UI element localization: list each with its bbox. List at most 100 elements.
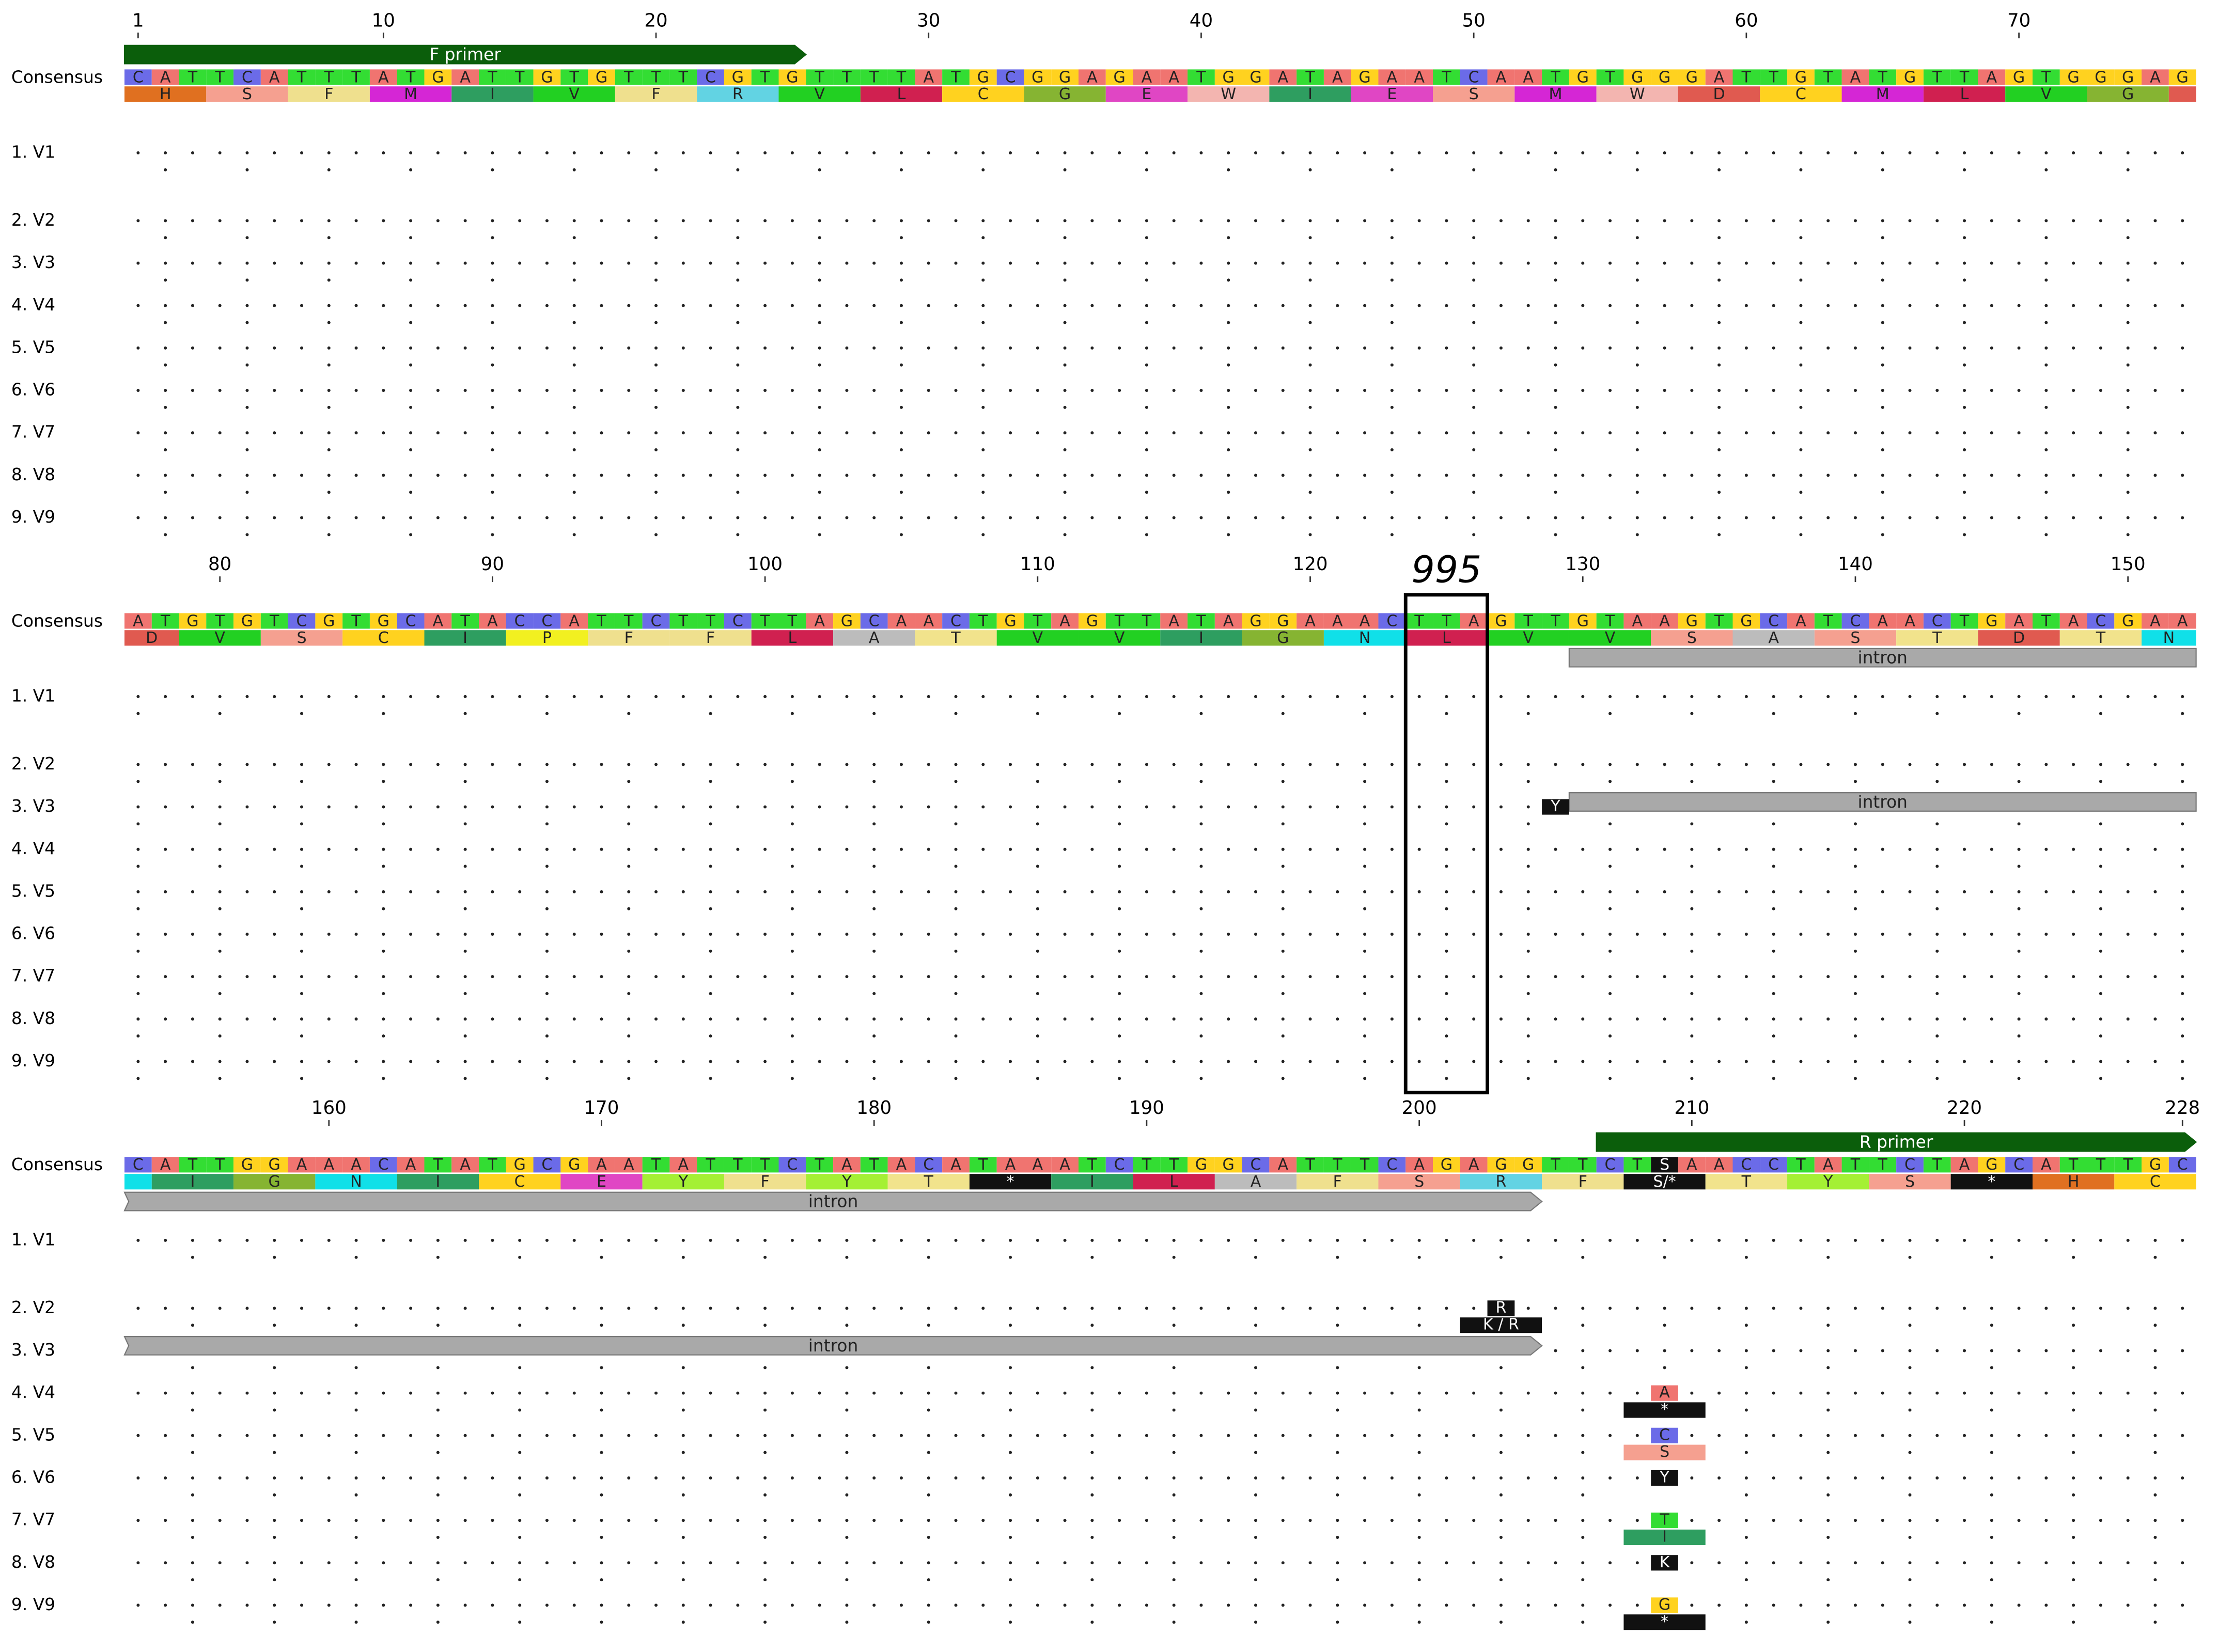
match-dot [1935,1349,1939,1352]
match-dot [436,1408,440,1412]
match-dot [872,1519,876,1522]
amino-acid-letter: T [1741,1173,1752,1191]
match-dot [1445,474,1448,477]
match-dot [681,1519,685,1522]
match-dot [1826,975,1830,979]
match-dot [600,695,603,698]
base [424,1157,452,1173]
ruler-label: 190 [1129,1097,1164,1119]
match-dot [872,389,876,392]
match-dot [191,304,194,307]
base [479,1157,506,1173]
match-dot [654,533,658,537]
match-dot [872,822,876,826]
base-letter: G [1358,68,1370,86]
match-dot [1690,1603,1694,1607]
match-dot [709,975,712,979]
amino-acid-letter: L [788,629,796,647]
match-dot [382,261,385,265]
match-dot [218,712,222,715]
match-dot [1336,1391,1339,1395]
match-dot [654,1434,658,1437]
base [642,1157,670,1173]
match-dot [2072,975,2075,979]
match-dot [572,236,576,240]
match-dot [2072,261,2075,265]
base [1569,69,1597,85]
match-dot [1744,1060,1748,1063]
match-dot [572,389,576,392]
match-dot [1009,695,1012,698]
base [1160,1157,1188,1173]
base-letter: G [432,68,444,86]
match-dot [845,1060,849,1063]
match-dot [654,1519,658,1522]
match-dot [1172,1391,1176,1395]
match-dot [518,1060,522,1063]
amino-acid [1841,86,1924,102]
match-dot [1417,516,1421,520]
match-dot [1717,1434,1721,1437]
amino-acid-letter: S [296,629,306,647]
match-dot [1281,346,1285,350]
match-dot [763,695,767,698]
base [669,613,697,629]
match-dot [1063,1434,1067,1437]
match-dot [1172,219,1176,223]
match-dot [1526,346,1530,350]
match-dot [1635,1307,1639,1310]
match-dot [1227,151,1230,154]
match-dot [1009,1324,1012,1327]
base-letter: C [1768,1156,1779,1174]
match-dot [1009,1017,1012,1021]
amino-acid [1950,1174,2033,1190]
match-dot [1881,763,1884,766]
match-dot [2153,1561,2157,1565]
amino-acid [151,1174,234,1190]
match-dot [654,389,658,392]
match-dot [545,1017,549,1021]
match-dot [1526,219,1530,223]
base [397,613,425,629]
match-dot [954,1561,958,1565]
match-dot [736,219,740,223]
match-dot [927,1451,930,1454]
match-dot [136,1017,140,1021]
match-dot [382,822,385,826]
match-dot [1308,890,1312,893]
match-dot [2181,695,2184,698]
match-dot [1908,474,1912,477]
match-dot [1445,890,1448,893]
match-dot [1172,975,1176,979]
match-dot [1063,321,1067,324]
match-dot [1635,975,1639,979]
match-dot [354,1255,358,1259]
match-dot [273,1366,276,1370]
match-dot [1772,780,1775,783]
match-dot [954,975,958,979]
match-dot [1227,389,1230,392]
base [860,613,888,629]
base [479,69,506,85]
match-dot [1744,1603,1748,1607]
base-letter: C [541,1156,552,1174]
match-dot [1853,780,1857,783]
match-dot [927,805,930,809]
base-letter: A [1223,612,1234,630]
match-dot [1472,1476,1476,1480]
match-dot [463,864,467,868]
match-dot [763,1603,767,1607]
match-dot [736,304,740,307]
match-dot [463,763,467,766]
match-dot [1472,363,1476,367]
match-dot [627,1603,631,1607]
match-dot [1172,261,1176,265]
base-letter: G [1113,68,1125,86]
amino-acid [1024,86,1106,102]
match-dot [845,431,849,435]
match-dot [1009,847,1012,851]
base [2059,1157,2087,1173]
match-dot [1608,1349,1612,1352]
match-dot [1472,346,1476,350]
base [179,69,207,85]
